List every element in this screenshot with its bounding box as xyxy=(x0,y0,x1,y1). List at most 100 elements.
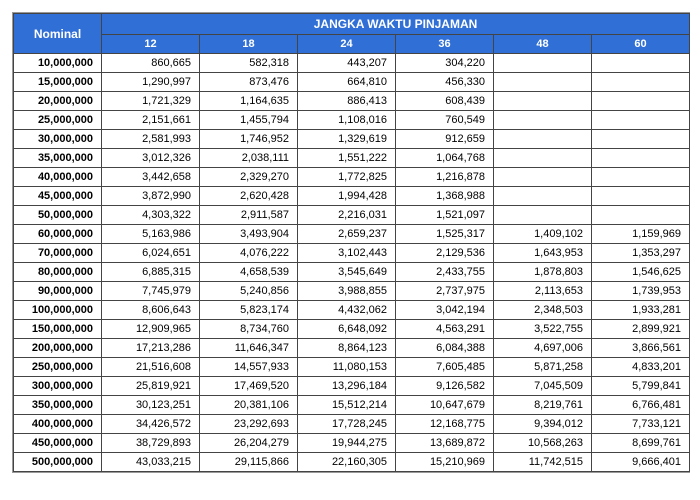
value-cell: 9,394,012 xyxy=(494,415,592,434)
table-row: 150,000,00012,909,9658,734,7606,648,0924… xyxy=(14,320,690,339)
value-cell: 2,911,587 xyxy=(200,206,298,225)
value-cell: 443,207 xyxy=(298,54,396,73)
nominal-cell: 100,000,000 xyxy=(14,301,102,320)
table-row: 45,000,0003,872,9902,620,4281,994,4281,3… xyxy=(14,187,690,206)
month-header-18: 18 xyxy=(200,35,298,54)
value-cell: 3,866,561 xyxy=(592,339,690,358)
value-cell: 19,944,275 xyxy=(298,434,396,453)
value-cell: 664,810 xyxy=(298,73,396,92)
value-cell: 13,296,184 xyxy=(298,377,396,396)
nominal-cell: 500,000,000 xyxy=(14,453,102,472)
period-header: JANGKA WAKTU PINJAMAN xyxy=(102,14,690,35)
value-cell: 20,381,106 xyxy=(200,396,298,415)
value-cell: 12,168,775 xyxy=(396,415,494,434)
value-cell: 2,659,237 xyxy=(298,225,396,244)
value-cell xyxy=(592,54,690,73)
value-cell: 1,643,953 xyxy=(494,244,592,263)
value-cell: 3,522,755 xyxy=(494,320,592,339)
value-cell: 3,545,649 xyxy=(298,263,396,282)
nominal-header: Nominal xyxy=(14,14,102,54)
table-row: 400,000,00034,426,57223,292,69317,728,24… xyxy=(14,415,690,434)
value-cell: 2,151,661 xyxy=(102,111,200,130)
nominal-cell: 400,000,000 xyxy=(14,415,102,434)
value-cell: 912,659 xyxy=(396,130,494,149)
value-cell: 4,563,291 xyxy=(396,320,494,339)
value-cell: 860,665 xyxy=(102,54,200,73)
value-cell: 1,721,329 xyxy=(102,92,200,111)
value-cell: 1,994,428 xyxy=(298,187,396,206)
value-cell: 2,433,755 xyxy=(396,263,494,282)
value-cell: 760,549 xyxy=(396,111,494,130)
value-cell: 6,024,651 xyxy=(102,244,200,263)
value-cell: 608,439 xyxy=(396,92,494,111)
nominal-cell: 300,000,000 xyxy=(14,377,102,396)
value-cell: 2,899,921 xyxy=(592,320,690,339)
value-cell: 8,606,643 xyxy=(102,301,200,320)
value-cell: 8,734,760 xyxy=(200,320,298,339)
value-cell: 9,666,401 xyxy=(592,453,690,472)
value-cell: 1,546,625 xyxy=(592,263,690,282)
value-cell: 8,864,123 xyxy=(298,339,396,358)
value-cell: 456,330 xyxy=(396,73,494,92)
value-cell: 17,213,286 xyxy=(102,339,200,358)
value-cell xyxy=(592,168,690,187)
value-cell: 1,521,097 xyxy=(396,206,494,225)
nominal-cell: 150,000,000 xyxy=(14,320,102,339)
nominal-cell: 40,000,000 xyxy=(14,168,102,187)
nominal-cell: 60,000,000 xyxy=(14,225,102,244)
table-row: 250,000,00021,516,60814,557,93311,080,15… xyxy=(14,358,690,377)
value-cell xyxy=(592,149,690,168)
value-cell: 15,512,214 xyxy=(298,396,396,415)
value-cell: 12,909,965 xyxy=(102,320,200,339)
value-cell: 582,318 xyxy=(200,54,298,73)
value-cell: 23,292,693 xyxy=(200,415,298,434)
value-cell: 1,368,988 xyxy=(396,187,494,206)
nominal-cell: 250,000,000 xyxy=(14,358,102,377)
value-cell: 5,240,856 xyxy=(200,282,298,301)
value-cell xyxy=(494,168,592,187)
value-cell xyxy=(592,73,690,92)
table-row: 15,000,0001,290,997873,476664,810456,330 xyxy=(14,73,690,92)
value-cell: 4,432,062 xyxy=(298,301,396,320)
value-cell: 7,045,509 xyxy=(494,377,592,396)
value-cell: 22,160,305 xyxy=(298,453,396,472)
value-cell: 8,699,761 xyxy=(592,434,690,453)
value-cell: 1,772,825 xyxy=(298,168,396,187)
value-cell: 4,303,322 xyxy=(102,206,200,225)
value-cell: 1,878,803 xyxy=(494,263,592,282)
value-cell: 9,126,582 xyxy=(396,377,494,396)
loan-table-wrap: Nominal JANGKA WAKTU PINJAMAN 1218243648… xyxy=(12,12,690,473)
value-cell: 6,766,481 xyxy=(592,396,690,415)
table-head: Nominal JANGKA WAKTU PINJAMAN 1218243648… xyxy=(14,14,690,54)
value-cell xyxy=(494,206,592,225)
value-cell: 8,219,761 xyxy=(494,396,592,415)
value-cell xyxy=(494,111,592,130)
nominal-cell: 70,000,000 xyxy=(14,244,102,263)
value-cell: 1,216,878 xyxy=(396,168,494,187)
nominal-cell: 50,000,000 xyxy=(14,206,102,225)
value-cell: 3,493,904 xyxy=(200,225,298,244)
nominal-cell: 25,000,000 xyxy=(14,111,102,130)
value-cell: 886,413 xyxy=(298,92,396,111)
value-cell xyxy=(494,149,592,168)
value-cell: 3,042,194 xyxy=(396,301,494,320)
value-cell: 1,159,969 xyxy=(592,225,690,244)
value-cell: 2,129,536 xyxy=(396,244,494,263)
value-cell: 6,885,315 xyxy=(102,263,200,282)
table-row: 10,000,000860,665582,318443,207304,220 xyxy=(14,54,690,73)
nominal-cell: 15,000,000 xyxy=(14,73,102,92)
value-cell: 25,819,921 xyxy=(102,377,200,396)
value-cell: 2,620,428 xyxy=(200,187,298,206)
value-cell: 43,033,215 xyxy=(102,453,200,472)
value-cell: 2,038,111 xyxy=(200,149,298,168)
value-cell: 17,728,245 xyxy=(298,415,396,434)
table-row: 90,000,0007,745,9795,240,8563,988,8552,7… xyxy=(14,282,690,301)
table-row: 500,000,00043,033,21529,115,86622,160,30… xyxy=(14,453,690,472)
value-cell: 10,647,679 xyxy=(396,396,494,415)
value-cell: 1,746,952 xyxy=(200,130,298,149)
table-body: 10,000,000860,665582,318443,207304,22015… xyxy=(14,54,690,472)
value-cell: 1,739,953 xyxy=(592,282,690,301)
value-cell: 1,329,619 xyxy=(298,130,396,149)
value-cell: 10,568,263 xyxy=(494,434,592,453)
table-row: 80,000,0006,885,3154,658,5393,545,6492,4… xyxy=(14,263,690,282)
